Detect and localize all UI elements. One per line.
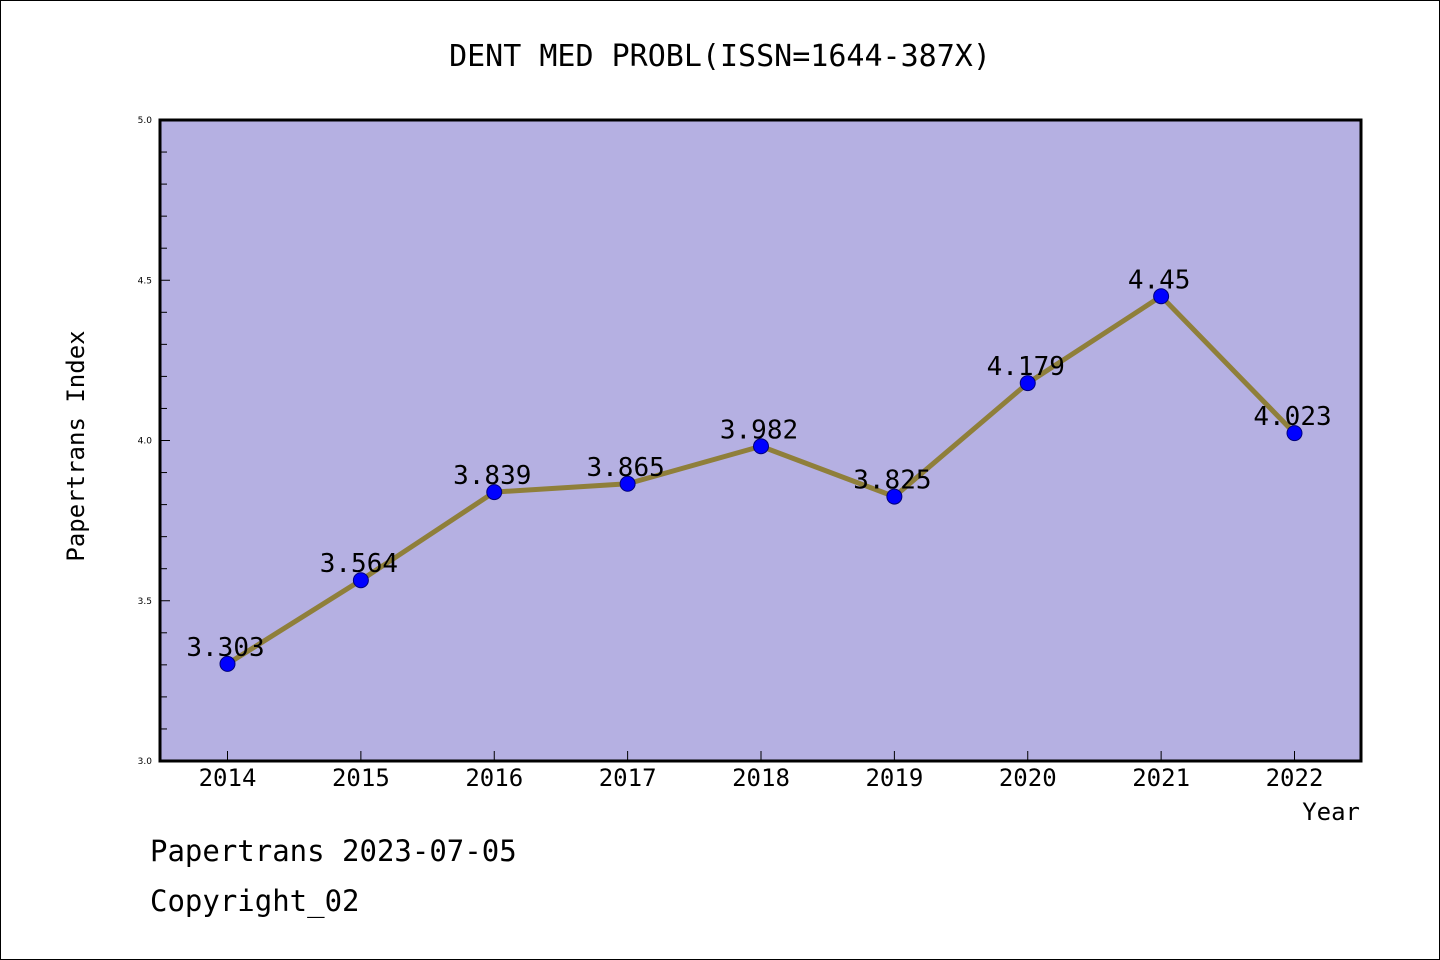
- data-label: 3.564: [320, 549, 398, 579]
- x-axis-label: Year: [1302, 798, 1360, 826]
- y-tick-label: 4.5: [138, 276, 152, 286]
- data-label: 3.825: [853, 466, 931, 496]
- y-tick-label: 5.0: [138, 116, 153, 126]
- footer-date: Papertrans 2023-07-05: [150, 834, 517, 868]
- y-axis-label: Papertrans Index: [62, 330, 90, 561]
- x-tick-label: 2022: [1266, 764, 1324, 792]
- data-label: 3.303: [186, 633, 264, 663]
- data-label: 3.865: [586, 453, 664, 483]
- data-label: 3.982: [720, 415, 798, 445]
- chart-title: DENT MED PROBL(ISSN=1644-387X): [449, 39, 991, 74]
- data-point: [1019, 375, 1036, 392]
- series-group: 3.303 3.564 3.839 3.865 3.982 3.825 4.179 4.45 4…: [186, 265, 1332, 672]
- x-tick-label: 2020: [999, 764, 1057, 792]
- x-tick-label: 2018: [732, 764, 790, 792]
- data-point: [219, 655, 236, 672]
- data-label: 4.45: [1128, 265, 1191, 295]
- x-tick-label: 2019: [865, 764, 923, 792]
- data-point: [486, 484, 503, 501]
- y-axis: 3.0 3.5 4.0 4.5 5.0: [138, 116, 170, 767]
- data-label: 4.023: [1253, 402, 1331, 432]
- data-point: [753, 438, 769, 455]
- data-point: [886, 488, 903, 505]
- y-tick-label: 3.0: [138, 757, 153, 767]
- data-label: 4.179: [987, 352, 1065, 382]
- y-tick-label: 4.0: [138, 437, 153, 447]
- data-point: [1286, 425, 1303, 442]
- data-point: [1153, 288, 1170, 305]
- x-tick-label: 2017: [599, 764, 657, 792]
- y-tick-label: 3.5: [138, 597, 152, 607]
- x-tick-label: 2016: [465, 764, 523, 792]
- data-point: [619, 475, 636, 492]
- x-axis: 2014 2015 2016 2017 2018 2019 2020 2021 2022: [199, 751, 1324, 792]
- footer-copyright: Copyright_02: [150, 884, 360, 918]
- x-tick-label: 2015: [332, 764, 390, 792]
- x-tick-label: 2021: [1132, 764, 1190, 792]
- x-tick-label: 2014: [199, 764, 257, 792]
- data-point: [352, 572, 369, 589]
- data-label: 3.839: [453, 461, 531, 491]
